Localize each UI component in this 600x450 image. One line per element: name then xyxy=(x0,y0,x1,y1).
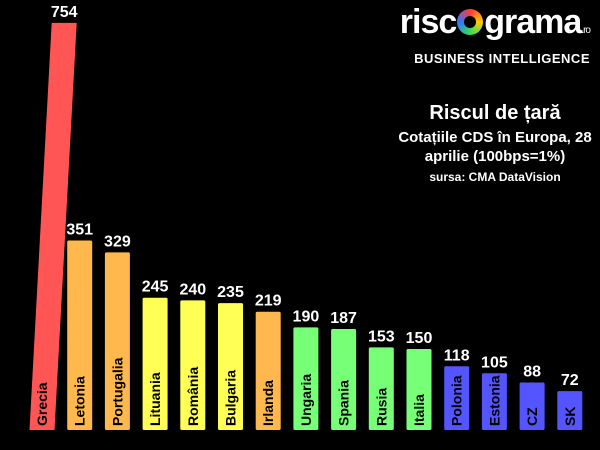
value-label: 329 xyxy=(104,233,131,250)
bar-grecia xyxy=(29,22,77,431)
category-label: Ungaria xyxy=(298,374,314,426)
bar-sk xyxy=(557,391,583,430)
value-label: 72 xyxy=(561,372,579,389)
chart-subtitle: Cotațiile CDS în Europa, 28 aprilie (100… xyxy=(398,129,592,165)
bar-portugalia xyxy=(104,252,130,430)
logo-wordmark: risc grama.ro xyxy=(399,3,591,41)
bar-letonia xyxy=(67,240,93,430)
category-label: Irlanda xyxy=(260,380,276,426)
category-label: Letonia xyxy=(72,376,88,426)
category-label: CZ xyxy=(524,407,540,426)
value-label: 245 xyxy=(142,279,169,296)
bar-bulgaria xyxy=(218,303,243,430)
logo-subtitle: BUSINESS INTELLIGENCE xyxy=(414,51,590,66)
value-label: 351 xyxy=(66,221,93,238)
logo-ring-icon xyxy=(457,9,484,35)
value-label: 754 xyxy=(51,4,78,21)
chart-titles: Riscul de țară Cotațiile CDS în Europa, … xyxy=(395,100,595,185)
category-label: Rusia xyxy=(373,388,389,426)
bar-lituania xyxy=(142,297,168,430)
category-label: Estonia xyxy=(486,375,502,426)
value-label: 235 xyxy=(217,284,244,301)
value-label: 240 xyxy=(179,281,206,298)
category-label: Polonia xyxy=(449,375,465,426)
value-label: 190 xyxy=(293,308,320,325)
bar-cz xyxy=(519,382,545,430)
category-label: Grecia xyxy=(34,382,50,426)
bar-polonia xyxy=(444,366,470,430)
value-label: 88 xyxy=(523,363,541,380)
category-label: Spania xyxy=(336,380,352,426)
category-label: Portugalia xyxy=(109,357,125,426)
bar-irlanda xyxy=(255,311,281,430)
bar-italia xyxy=(406,349,432,430)
chart-source: sursa: CMA DataVision xyxy=(429,170,561,184)
value-label: 153 xyxy=(368,328,395,345)
category-label: Italia xyxy=(411,394,427,426)
bars-group: 754 Grecia 351 Letonia 329 Portugalia 245 Litua… xyxy=(29,4,583,431)
chart-title: Riscul de țară xyxy=(429,102,561,124)
category-label: SK xyxy=(562,407,578,426)
category-label: România xyxy=(185,367,201,426)
bar-românia xyxy=(180,300,206,430)
bar-estonia xyxy=(481,373,507,430)
category-label: Lituania xyxy=(147,372,163,426)
value-label: 150 xyxy=(406,330,433,347)
bar-ungaria xyxy=(293,327,319,430)
value-label: 105 xyxy=(481,354,508,371)
value-label: 187 xyxy=(330,310,357,327)
bar-spania xyxy=(331,329,357,430)
value-label: 118 xyxy=(444,347,470,364)
category-label: Bulgaria xyxy=(223,370,239,426)
value-label: 219 xyxy=(255,293,282,310)
riscograma-logo: risc grama.ro BUSINESS INTELLIGENCE xyxy=(390,3,591,66)
logo-tld: .ro xyxy=(581,25,591,36)
bar-rusia xyxy=(368,347,394,430)
